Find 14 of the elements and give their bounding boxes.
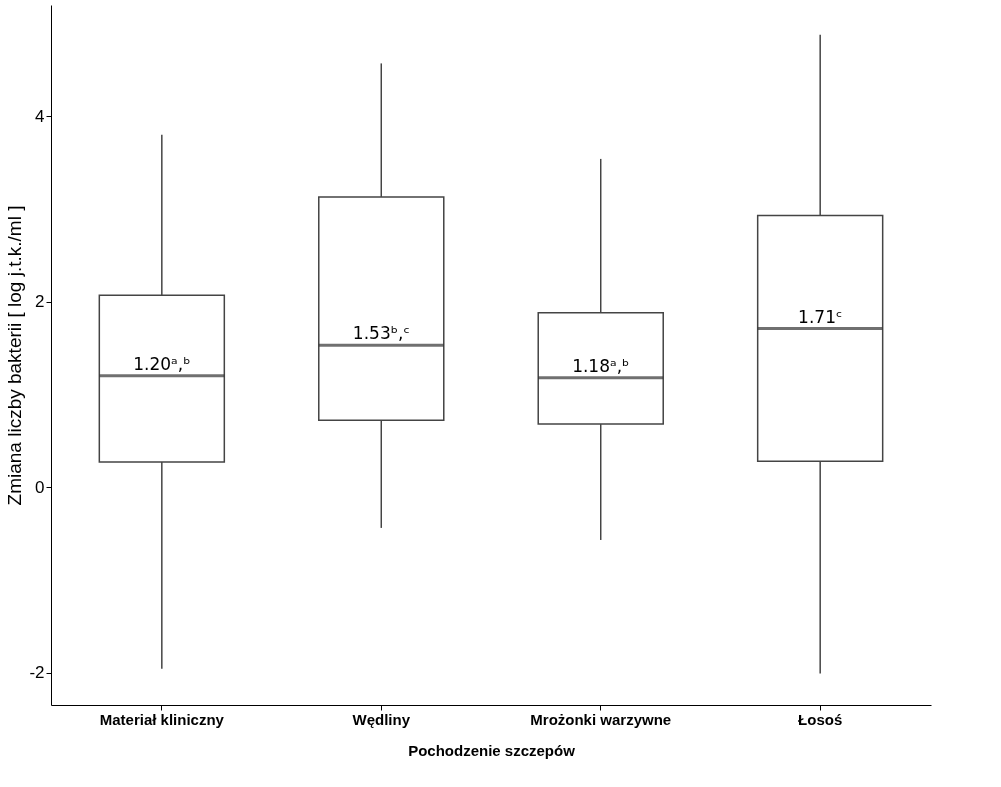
y-axis-title: Zmiana liczby bakterii [ log j.t.k./ml ] xyxy=(4,205,26,506)
x-tick-label: Łosoś xyxy=(798,710,843,728)
x-tick-label: Wędliny xyxy=(352,710,411,728)
y-tick-label: 2 xyxy=(35,292,45,312)
x-axis-title: Pochodzenie szczepów xyxy=(408,741,576,759)
annotation: 1.71ᶜ xyxy=(798,306,843,327)
y-tick-label: 0 xyxy=(35,477,45,497)
y-tick-label: -2 xyxy=(29,663,45,683)
annotation: 1.18ᵃ,ᵇ xyxy=(572,355,630,376)
x-tick-label: Materiał kliniczny xyxy=(99,710,225,728)
annotation: 1.53ᵇ,ᶜ xyxy=(352,323,410,344)
y-tick-label: 4 xyxy=(35,106,45,126)
annotation: 1.20ᵃ,ᵇ xyxy=(133,353,191,374)
x-tick-label: Mrożonki warzywne xyxy=(530,710,672,728)
